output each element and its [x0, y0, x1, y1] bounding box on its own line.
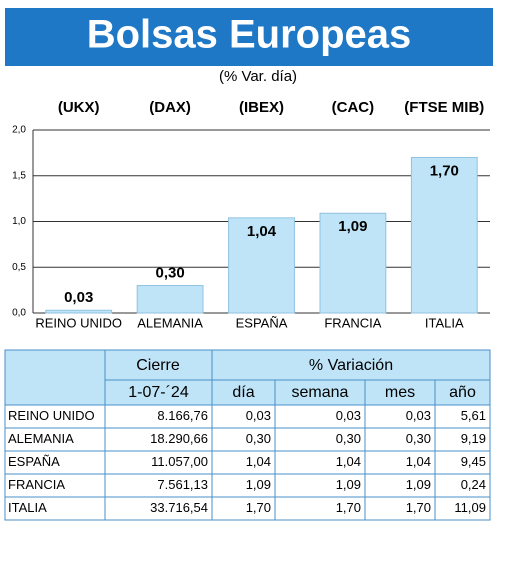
- table-cell: 7.561,13: [157, 477, 208, 492]
- chart-subtitle: (% Var. día): [219, 68, 297, 85]
- value-label: 0,30: [155, 265, 184, 282]
- table-cell: 9,45: [461, 454, 486, 469]
- value-label: 1,04: [247, 223, 277, 240]
- table-cell: 33.716,54: [150, 500, 208, 515]
- table-cell: 1,04: [406, 454, 431, 469]
- table-cell: 8.166,76: [157, 408, 208, 423]
- value-label: 1,70: [430, 162, 459, 179]
- table-cell: 1,70: [406, 500, 431, 515]
- table-cell: 0,30: [246, 431, 271, 446]
- table-header: Cierre: [136, 357, 180, 374]
- row-label: ALEMANIA: [8, 431, 74, 446]
- table-subheader: 1-07-´24: [128, 384, 189, 401]
- table-cell: 1,70: [246, 500, 271, 515]
- index-label: (UKX): [58, 99, 100, 116]
- index-label: (IBEX): [239, 99, 284, 116]
- x-tick-label: ALEMANIA: [137, 315, 203, 330]
- table-cell: 9,19: [461, 431, 486, 446]
- y-tick-label: 1,5: [12, 170, 26, 181]
- table-cell: 0,03: [246, 408, 271, 423]
- x-tick-label: FRANCIA: [324, 315, 381, 330]
- value-label: 1,09: [338, 218, 367, 235]
- bar: [410, 156, 478, 314]
- bar: [228, 217, 295, 314]
- table-subheader: semana: [292, 384, 349, 401]
- index-label: (CAC): [332, 99, 375, 116]
- y-tick-label: 2,0: [12, 125, 26, 136]
- index-label: (DAX): [149, 99, 191, 116]
- y-tick-label: 1,0: [12, 216, 26, 227]
- table-cell: 1,09: [406, 477, 431, 492]
- table-subheader: día: [232, 384, 254, 401]
- index-label: (FTSE MIB): [404, 99, 484, 116]
- table-cell: 0,24: [461, 477, 486, 492]
- table-frame: [4, 349, 491, 521]
- row-label: ESPAÑA: [8, 454, 60, 469]
- title-bar: [5, 8, 493, 66]
- table-cell: 1,09: [246, 477, 271, 492]
- bar: [136, 285, 204, 314]
- chart-title: Bolsas Europeas: [87, 13, 412, 57]
- x-tick-label: ESPAÑA: [236, 315, 288, 330]
- row-label: FRANCIA: [8, 477, 65, 492]
- y-tick-label: 0,0: [12, 308, 26, 319]
- table-header: % Variación: [309, 357, 393, 374]
- table-header-bg: [5, 350, 490, 405]
- row-label: ITALIA: [8, 500, 47, 515]
- table-cell: 5,61: [461, 408, 486, 423]
- table-cell: 0,03: [406, 408, 431, 423]
- table-cell: 1,70: [336, 500, 361, 515]
- bar: [45, 309, 113, 314]
- table-cell: 18.290,66: [150, 431, 208, 446]
- bar: [319, 212, 387, 314]
- table-subheader: año: [449, 384, 476, 401]
- y-tick-label: 0,5: [12, 262, 26, 273]
- table-cell: 1,04: [246, 454, 271, 469]
- table-cell: 11,09: [454, 500, 486, 515]
- x-tick-label: REINO UNIDO: [35, 315, 122, 330]
- x-tick-label: ITALIA: [425, 315, 464, 330]
- table-cell: 0,30: [336, 431, 361, 446]
- table-subheader: mes: [385, 384, 415, 401]
- table-cell: 1,04: [336, 454, 361, 469]
- table-cell: 11.057,00: [151, 454, 208, 469]
- table-cell: 0,30: [406, 431, 431, 446]
- row-label: REINO UNIDO: [8, 408, 95, 423]
- value-label: 0,03: [64, 289, 93, 306]
- table-cell: 1,09: [336, 477, 361, 492]
- table-cell: 0,03: [336, 408, 361, 423]
